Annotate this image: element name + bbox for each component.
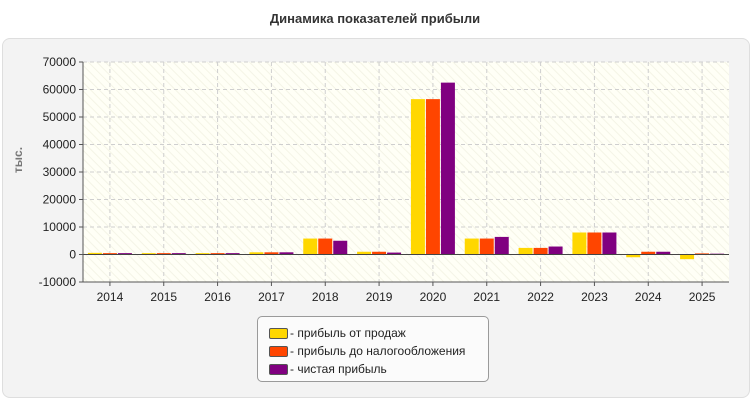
bar <box>479 238 494 255</box>
x-tick-label: 2025 <box>689 290 716 304</box>
legend-swatch <box>269 363 288 375</box>
legend-swatch <box>269 327 288 339</box>
chart-title: Динамика показателей прибыли <box>269 11 481 26</box>
x-tick-label: 2016 <box>204 290 231 304</box>
x-tick-label: 2023 <box>581 290 608 304</box>
x-tick-label: 2018 <box>312 290 339 304</box>
legend: - прибыль от продаж - прибыль до налогоо… <box>257 316 489 382</box>
bar <box>333 240 348 255</box>
bar <box>117 253 132 255</box>
y-tick-label: -10000 <box>39 275 77 289</box>
x-tick-label: 2021 <box>473 290 500 304</box>
bar <box>102 253 117 255</box>
bar <box>156 253 171 255</box>
y-tick-label: 0 <box>69 248 76 262</box>
bar <box>641 251 656 255</box>
bar <box>695 253 710 255</box>
y-tick-label: 10000 <box>43 220 77 234</box>
bar <box>387 252 402 255</box>
bars <box>87 82 725 260</box>
bar <box>357 251 372 255</box>
bar <box>279 252 294 255</box>
bar <box>518 247 533 255</box>
bar <box>171 253 186 255</box>
legend-item-pretax-profit: - прибыль до налогообложения <box>269 342 488 360</box>
bar <box>195 253 210 255</box>
bar <box>141 253 156 255</box>
x-tick-label: 2024 <box>635 290 662 304</box>
legend-label: - прибыль до налогообложения <box>290 344 466 358</box>
x-tick-label: 2020 <box>420 290 447 304</box>
bar <box>440 82 455 255</box>
bar <box>372 251 387 255</box>
axes: 70000 60000 50000 40000 30000 20000 10000 0 -100… <box>39 55 729 304</box>
y-tick-label: 50000 <box>43 110 77 124</box>
x-tick-label: 2014 <box>97 290 124 304</box>
y-tick-label: 20000 <box>43 193 77 207</box>
bar <box>425 99 440 255</box>
y-tick-label: 40000 <box>43 138 77 152</box>
bar <box>548 246 563 255</box>
bar <box>264 252 279 255</box>
bar <box>656 251 671 255</box>
bar <box>410 99 425 255</box>
bar <box>494 236 509 255</box>
bar <box>303 238 318 255</box>
y-axis-label: тыс. <box>11 147 25 173</box>
x-tick-label: 2015 <box>150 290 177 304</box>
x-tick-label: 2022 <box>527 290 554 304</box>
bar <box>225 253 240 255</box>
bar <box>572 232 587 255</box>
bar <box>87 252 102 255</box>
bar <box>680 254 695 260</box>
bar <box>210 253 225 255</box>
bar <box>249 252 264 255</box>
y-tick-label: 30000 <box>43 165 77 179</box>
legend-label: - прибыль от продаж <box>290 326 406 340</box>
legend-swatch <box>269 345 288 357</box>
bar <box>602 232 617 255</box>
bar <box>587 232 602 255</box>
bar <box>464 238 479 255</box>
legend-item-sales-profit: - прибыль от продаж <box>269 324 488 342</box>
x-tick-label: 2017 <box>258 290 285 304</box>
y-tick-label: 70000 <box>43 55 77 69</box>
bar <box>626 254 641 258</box>
y-tick-label: 60000 <box>43 83 77 97</box>
x-tick-label: 2019 <box>366 290 393 304</box>
legend-item-net-profit: - чистая прибыль <box>269 360 488 378</box>
bar <box>318 238 333 255</box>
legend-label: - чистая прибыль <box>290 362 387 376</box>
bar <box>533 247 548 255</box>
